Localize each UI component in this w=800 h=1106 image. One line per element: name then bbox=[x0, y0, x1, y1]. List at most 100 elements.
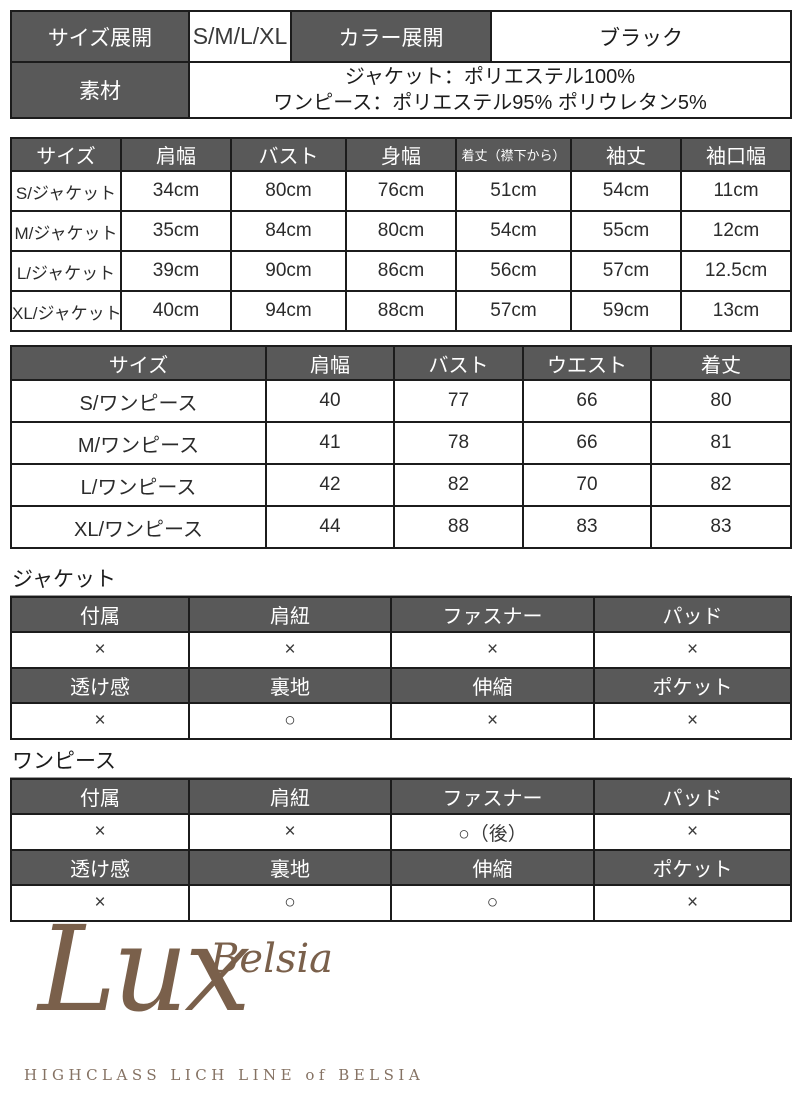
size-range-value: S/M/L/XL bbox=[188, 10, 292, 63]
feature-header: 透け感 bbox=[10, 667, 190, 704]
feature-header: 肩紐 bbox=[188, 596, 392, 633]
size-value: 88cm bbox=[345, 290, 457, 332]
size-value: 82 bbox=[650, 463, 792, 507]
size-value: 54cm bbox=[570, 170, 682, 212]
row-label: M/ジャケット bbox=[10, 210, 122, 252]
column-header: 身幅 bbox=[345, 137, 457, 172]
feature-value: × bbox=[390, 702, 595, 740]
feature-value: ○ bbox=[188, 702, 392, 740]
row-label: XL/ジャケット bbox=[10, 290, 122, 332]
feature-header: 裏地 bbox=[188, 849, 392, 886]
table-row: S/ジャケット 34cm 80cm 76cm 51cm 54cm 11cm bbox=[10, 170, 792, 212]
size-value: 40 bbox=[265, 379, 395, 423]
size-value: 84cm bbox=[230, 210, 347, 252]
feature-value: × bbox=[188, 813, 392, 851]
size-value: 42 bbox=[265, 463, 395, 507]
feature-header: ポケット bbox=[593, 667, 792, 704]
table-row: L/ジャケット 39cm 90cm 86cm 56cm 57cm 12.5cm bbox=[10, 250, 792, 292]
jacket-section-title: ジャケット bbox=[10, 562, 790, 596]
size-value: 11cm bbox=[680, 170, 792, 212]
column-header: 袖口幅 bbox=[680, 137, 792, 172]
feature-value: × bbox=[593, 631, 792, 669]
column-header: 着丈（襟下から） bbox=[455, 137, 572, 172]
row-label: L/ジャケット bbox=[10, 250, 122, 292]
jacket-size-table: サイズ 肩幅 バスト 身幅 着丈（襟下から） 袖丈 袖口幅 S/ジャケット 34cm 80cm 76… bbox=[10, 137, 792, 332]
column-header: 肩幅 bbox=[265, 345, 395, 381]
size-value: 12cm bbox=[680, 210, 792, 252]
feature-value: × bbox=[10, 702, 190, 740]
feature-value: × bbox=[10, 631, 190, 669]
feature-value: ○ bbox=[188, 884, 392, 922]
brand-logo: Lux Belsia HIGHCLASS LICH LINE of BELSIA bbox=[10, 910, 790, 1096]
feature-value: × bbox=[10, 813, 190, 851]
column-header: 肩幅 bbox=[120, 137, 232, 172]
feature-value: × bbox=[10, 884, 190, 922]
brand-logo-tagline: HIGHCLASS LICH LINE of BELSIA bbox=[24, 1066, 425, 1084]
size-value: 13cm bbox=[680, 290, 792, 332]
table-row: XL/ワンピース 44 88 83 83 bbox=[10, 505, 792, 549]
column-header: 袖丈 bbox=[570, 137, 682, 172]
brand-logo-script-text: Belsia bbox=[210, 936, 334, 982]
column-header: バスト bbox=[230, 137, 347, 172]
color-range-value: ブラック bbox=[490, 10, 792, 63]
size-value: 54cm bbox=[455, 210, 572, 252]
feature-header: パッド bbox=[593, 778, 792, 815]
feature-header: 伸縮 bbox=[390, 667, 595, 704]
size-value: 34cm bbox=[120, 170, 232, 212]
column-header: サイズ bbox=[10, 345, 267, 381]
feature-value: ○ bbox=[390, 884, 595, 922]
jacket-feature-table: 付属 肩紐 ファスナー パッド × × × × 透け感 裏地 伸縮 ポケット × ○ × × bbox=[10, 596, 792, 740]
material-value: ジャケット：ポリエステル100% ワンピース：ポリエステル95% ポリウレタン5… bbox=[188, 61, 792, 119]
size-value: 55cm bbox=[570, 210, 682, 252]
feature-header: ポケット bbox=[593, 849, 792, 886]
size-value: 80cm bbox=[230, 170, 347, 212]
size-value: 12.5cm bbox=[680, 250, 792, 292]
size-range-label: サイズ展開 bbox=[10, 10, 190, 63]
size-value: 35cm bbox=[120, 210, 232, 252]
size-value: 57cm bbox=[570, 250, 682, 292]
onepiece-feature-table: 付属 肩紐 ファスナー パッド × × ○（後） × 透け感 裏地 伸縮 ポケット × ○ ○ × bbox=[10, 778, 792, 922]
brand-logo-main-text: Lux bbox=[38, 900, 251, 1038]
size-value: 81 bbox=[650, 421, 792, 465]
table-row: S/ワンピース 40 77 66 80 bbox=[10, 379, 792, 423]
onepiece-section-title: ワンピース bbox=[10, 744, 790, 778]
feature-value: ○（後） bbox=[390, 813, 595, 851]
column-header: サイズ bbox=[10, 137, 122, 172]
size-value: 66 bbox=[522, 379, 652, 423]
table-row: M/ジャケット 35cm 84cm 80cm 54cm 55cm 12cm bbox=[10, 210, 792, 252]
material-line-onepiece: ワンピース：ポリエステル95% ポリウレタン5% bbox=[273, 92, 707, 114]
column-header: ウエスト bbox=[522, 345, 652, 381]
size-value: 78 bbox=[393, 421, 524, 465]
feature-value: × bbox=[593, 702, 792, 740]
feature-header: 肩紐 bbox=[188, 778, 392, 815]
feature-header: 伸縮 bbox=[390, 849, 595, 886]
color-range-label: カラー展開 bbox=[290, 10, 492, 63]
feature-header: 付属 bbox=[10, 778, 190, 815]
row-label: S/ジャケット bbox=[10, 170, 122, 212]
table-row: M/ワンピース 41 78 66 81 bbox=[10, 421, 792, 465]
feature-value: × bbox=[188, 631, 392, 669]
size-value: 56cm bbox=[455, 250, 572, 292]
column-header: 着丈 bbox=[650, 345, 792, 381]
feature-header: 裏地 bbox=[188, 667, 392, 704]
size-value: 90cm bbox=[230, 250, 347, 292]
row-label: M/ワンピース bbox=[10, 421, 267, 465]
size-value: 86cm bbox=[345, 250, 457, 292]
feature-header: ファスナー bbox=[390, 778, 595, 815]
size-value: 83 bbox=[522, 505, 652, 549]
size-value: 59cm bbox=[570, 290, 682, 332]
size-value: 80cm bbox=[345, 210, 457, 252]
feature-header: パッド bbox=[593, 596, 792, 633]
size-value: 40cm bbox=[120, 290, 232, 332]
table-row: XL/ジャケット 40cm 94cm 88cm 57cm 59cm 13cm bbox=[10, 290, 792, 332]
size-value: 83 bbox=[650, 505, 792, 549]
size-value: 57cm bbox=[455, 290, 572, 332]
size-value: 77 bbox=[393, 379, 524, 423]
size-value: 66 bbox=[522, 421, 652, 465]
row-label: L/ワンピース bbox=[10, 463, 267, 507]
feature-value: × bbox=[593, 813, 792, 851]
size-value: 51cm bbox=[455, 170, 572, 212]
feature-header: ファスナー bbox=[390, 596, 595, 633]
feature-value: × bbox=[593, 884, 792, 922]
